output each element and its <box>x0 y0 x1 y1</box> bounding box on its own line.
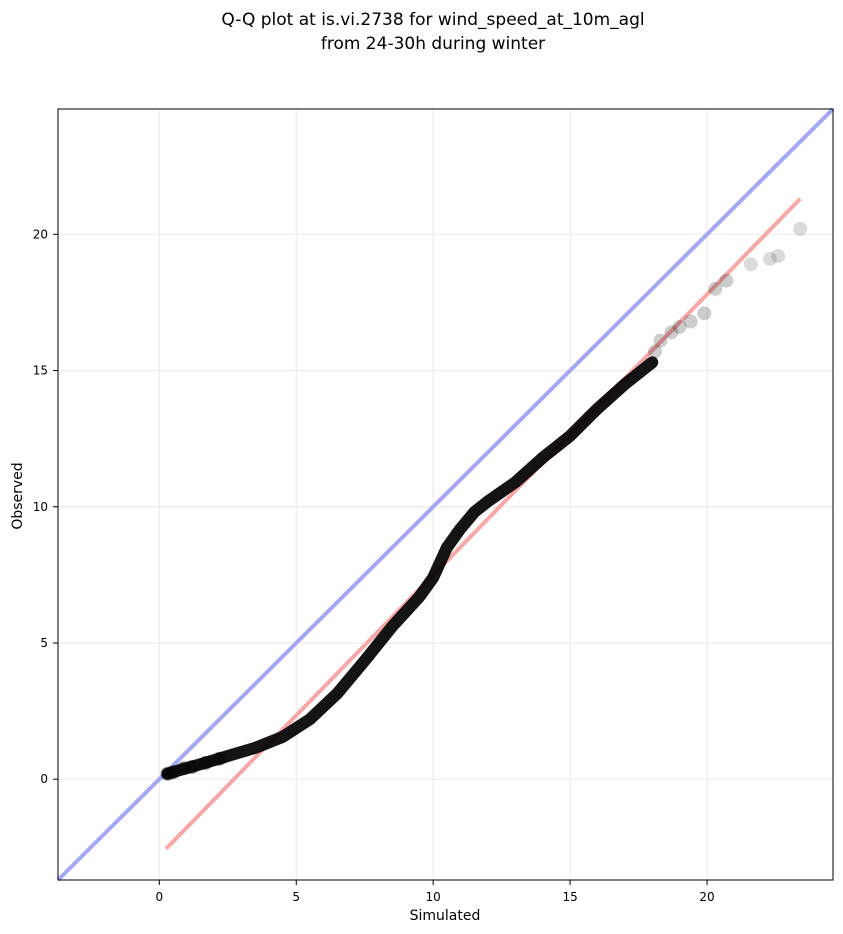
qq-point <box>212 751 227 766</box>
qq-point <box>793 221 808 236</box>
qq-point <box>176 761 191 776</box>
y-axis-label: Observed <box>10 462 26 529</box>
qq-point <box>743 257 758 272</box>
quantile-curve <box>161 356 659 780</box>
x-tick-label: 10 <box>426 890 441 904</box>
y-tick-label: 20 <box>33 227 48 241</box>
qq-point <box>160 766 175 781</box>
qq-point <box>672 319 687 334</box>
x-tick-label: 15 <box>562 890 577 904</box>
y-tick-label: 15 <box>33 364 48 378</box>
points-layer <box>160 221 808 781</box>
y-tick-label: 0 <box>40 772 48 786</box>
qq-point <box>198 755 213 770</box>
x-tick-label: 20 <box>699 890 714 904</box>
x-tick-label: 0 <box>156 890 164 904</box>
qq-point <box>653 333 668 348</box>
qq-point <box>763 251 778 266</box>
qq-point <box>648 344 662 359</box>
qq-point <box>771 249 786 264</box>
chart-title-line-2: from 24-30h during winter <box>321 34 545 54</box>
chart-title-line-1: Q-Q plot at is.vi.2738 for wind_speed_at… <box>221 10 644 30</box>
qq-point <box>185 759 200 774</box>
qq-point <box>166 765 181 780</box>
y-tick-label: 10 <box>33 500 48 514</box>
qq-point <box>697 306 712 321</box>
identity-line <box>56 107 835 882</box>
grid-layer <box>58 109 833 880</box>
qq-point <box>683 314 698 329</box>
qq-point <box>708 281 723 296</box>
plot-frame <box>57 108 834 881</box>
x-axis-label: Simulated <box>410 908 481 924</box>
x-tick-label: 5 <box>292 890 300 904</box>
axes-layer <box>57 108 834 881</box>
qq-point <box>719 273 734 288</box>
qq-point <box>664 325 679 340</box>
y-tick-label: 5 <box>40 636 48 650</box>
ticks-layer: 0 5 10 15 20 0 5 10 15 20 <box>33 227 715 904</box>
